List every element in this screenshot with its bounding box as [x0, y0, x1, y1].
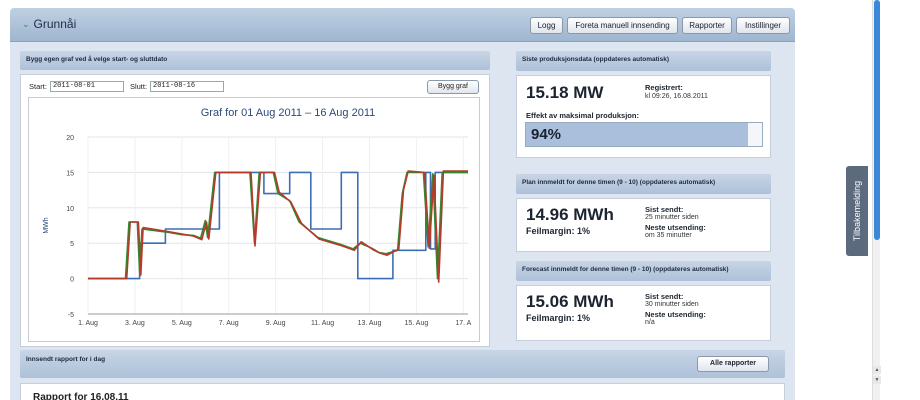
report-heading: Rapport for 16.08.11 [33, 392, 129, 400]
report-panel-header: Innsendt rapport for i dag [20, 350, 785, 378]
production-value: 15.18 MW [526, 83, 604, 102]
plan-next-label: Neste utsending: [645, 223, 706, 232]
effect-progress-fill [526, 123, 748, 146]
plan-sent-label: Sist sendt: [645, 205, 684, 214]
graph-panel: Start: 2011-08-01 Slutt: 2011-08-16 Bygg… [20, 74, 490, 347]
production-panel: 15.18 MW Registrert: kl 09:26, 16.08.201… [516, 75, 771, 158]
forecast-panel-header: Forecast innmeldt for denne timen (9 - 1… [516, 261, 771, 281]
forecast-margin: Feilmargin: 1% [526, 313, 591, 323]
registered-value: kl 09:26, 16.08.2011 [645, 93, 708, 100]
forecast-value: 15.06 MWh [526, 292, 614, 311]
y-tick-label: 20 [66, 135, 74, 142]
plan-margin: Feilmargin: 1% [526, 226, 591, 236]
end-label: Slutt: [129, 82, 148, 91]
start-date-input[interactable]: 2011-08-01 [49, 81, 124, 92]
scroll-down-icon[interactable]: ▼ [873, 376, 881, 384]
plan-value: 14.96 MWh [526, 205, 614, 224]
top-bar: ⌄ Grunnåi Logg Foreta manuell innsending… [10, 8, 795, 42]
chart-title: Graf for 01 Aug 2011 – 16 Aug 2011 [201, 107, 376, 119]
app-window: ⌄ Grunnåi Logg Foreta manuell innsending… [10, 8, 795, 400]
graph-date-form: Start: 2011-08-01 Slutt: 2011-08-16 [29, 81, 225, 92]
x-tick-label: 5. Aug [172, 320, 192, 327]
x-tick-label: 13. Aug [358, 320, 382, 327]
site-title-label: Grunnåi [33, 17, 77, 31]
forecast-sent-value: 30 minutter siden [645, 301, 699, 308]
report-panel: Rapport for 16.08.11 [20, 383, 785, 400]
plan-panel-header: Plan innmeldt for denne timen (9 - 10) (… [516, 174, 771, 194]
end-date-input[interactable]: 2011-08-16 [150, 81, 225, 92]
manual-submission-button[interactable]: Foreta manuell innsending [567, 17, 678, 34]
y-tick-label: 15 [66, 170, 74, 177]
feedback-label: Tilbakemelding [852, 180, 862, 242]
all-reports-button[interactable]: Alle rapporter [697, 356, 769, 372]
series-line-forecast [88, 170, 468, 283]
graph-panel-header: Bygg egen graf ved å velge start- og slu… [20, 51, 490, 70]
forecast-next-value: n/a [645, 319, 655, 326]
log-button[interactable]: Logg [530, 17, 563, 34]
forecast-next-label: Neste utsending: [645, 310, 706, 319]
plan-panel: 14.96 MWh Feilmargin: 1% Sist sendt: 25 … [516, 198, 771, 252]
status-dot-icon: ⌄ [22, 18, 30, 29]
forecast-sent-label: Sist sendt: [645, 292, 684, 301]
effect-label: Effekt av maksimal produksjon: [526, 111, 639, 120]
series-line-plan [88, 171, 468, 280]
reports-button[interactable]: Rapporter [682, 17, 732, 34]
x-tick-label: 3. Aug [125, 320, 145, 327]
feedback-tab[interactable]: Tilbakemelding [846, 166, 868, 256]
registered-label: Registrert: [645, 83, 683, 92]
plan-sent-value: 25 minutter siden [645, 214, 699, 221]
page-scrollbar[interactable]: ▲ ▼ [872, 0, 881, 400]
scrollbar-thumb[interactable] [874, 0, 880, 240]
x-tick-label: 1. Aug [78, 320, 98, 327]
y-tick-label: 0 [70, 277, 74, 284]
site-title[interactable]: ⌄ Grunnåi [22, 17, 76, 31]
production-chart: Graf for 01 Aug 2011 – 16 Aug 2011 -5 0 5 10… [28, 97, 480, 342]
build-graph-button[interactable]: Bygg graf [427, 80, 479, 94]
x-tick-label: 7. Aug [219, 320, 239, 327]
effect-percent: 94% [531, 126, 562, 143]
production-panel-header: Siste produksjonsdata (oppdateres automa… [516, 51, 771, 71]
x-tick-label: 9. Aug [266, 320, 286, 327]
x-tick-label: 11. Aug [311, 320, 334, 327]
y-axis-label: MWh [43, 217, 50, 233]
effect-progress-bar: 94% [525, 122, 763, 147]
settings-button[interactable]: Instillinger [736, 17, 790, 34]
plan-next-value: om 35 minutter [645, 232, 692, 239]
forecast-panel: 15.06 MWh Feilmargin: 1% Sist sendt: 30 … [516, 285, 771, 341]
x-tick-label: 17. A [455, 320, 471, 327]
x-tick-label: 15. Aug [405, 320, 429, 327]
y-tick-label: 10 [66, 206, 74, 213]
start-label: Start: [29, 82, 47, 91]
y-tick-label: 5 [70, 241, 74, 248]
y-tick-label: -5 [68, 312, 74, 319]
scroll-up-icon[interactable]: ▲ [873, 366, 881, 374]
